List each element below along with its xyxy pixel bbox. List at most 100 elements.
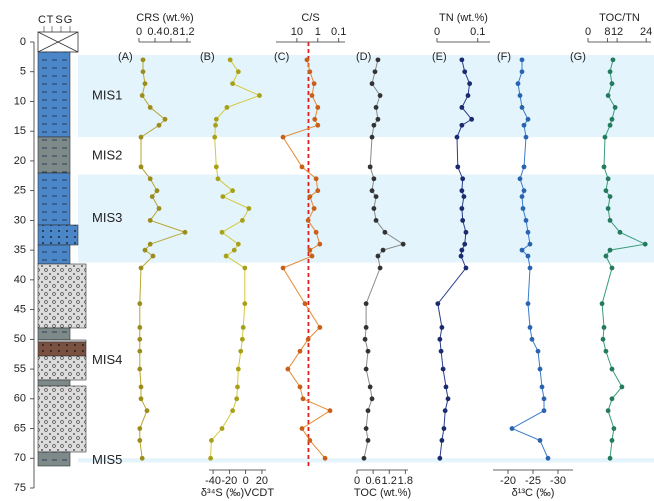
data-point (148, 105, 153, 110)
litho-pattern (38, 173, 70, 225)
data-point (441, 367, 446, 372)
x-tick-label: 0.1 (470, 26, 485, 38)
data-point (459, 57, 464, 62)
data-point (372, 123, 377, 128)
data-point (151, 254, 156, 259)
data-point (155, 188, 160, 193)
data-point (466, 93, 471, 98)
depth-tick-label: 50 (14, 333, 26, 345)
depth-tick-label: 45 (14, 304, 26, 316)
data-point (618, 230, 623, 235)
data-point (137, 367, 142, 372)
x-tick-label: 24 (640, 26, 652, 38)
depth-tick-label: 55 (14, 363, 26, 375)
data-point (281, 266, 286, 271)
data-point (530, 337, 535, 342)
data-point (300, 426, 305, 431)
data-point (610, 81, 615, 86)
data-point (232, 248, 237, 253)
data-point (460, 176, 465, 181)
x-tick-label: 0.1 (331, 26, 346, 38)
data-point (157, 123, 162, 128)
data-point (610, 367, 615, 372)
data-point (139, 385, 144, 390)
data-point (230, 408, 235, 413)
x-tick-label: 0 (354, 475, 360, 487)
data-point (459, 248, 464, 253)
data-point (459, 254, 464, 259)
data-point (459, 123, 464, 128)
litho-pattern (38, 225, 78, 245)
data-point (376, 254, 381, 259)
zone-label: MIS4 (92, 352, 122, 367)
data-point (242, 301, 247, 306)
data-point (315, 105, 320, 110)
data-point (520, 69, 525, 74)
data-point (235, 385, 240, 390)
data-point (526, 254, 531, 259)
data-point (141, 69, 146, 74)
data-point (464, 266, 469, 271)
depth-tick-label: 30 (14, 214, 26, 226)
x-tick-label: 0.6 (365, 475, 380, 487)
zone-label: MIS1 (92, 88, 122, 103)
data-point (524, 135, 529, 140)
data-point (328, 408, 333, 413)
panel-label: (D) (356, 51, 371, 63)
depth-tick-label: 15 (14, 125, 26, 137)
data-point (238, 349, 243, 354)
data-point (601, 337, 606, 342)
data-point (643, 242, 648, 247)
data-point (521, 206, 526, 211)
data-point (520, 194, 525, 199)
data-point (306, 337, 311, 342)
data-point (247, 206, 252, 211)
data-point (608, 69, 613, 74)
data-point (241, 325, 246, 330)
data-point (298, 349, 303, 354)
data-point (145, 408, 150, 413)
depth-tick-label: 25 (14, 185, 26, 197)
depth-tick-label: 60 (14, 393, 26, 405)
data-point (370, 396, 375, 401)
data-point (368, 385, 373, 390)
data-point (281, 135, 286, 140)
data-point (610, 396, 615, 401)
data-point (610, 438, 615, 443)
axis-title: TOC/TN (599, 12, 640, 24)
data-point (157, 206, 162, 211)
data-point (312, 117, 317, 122)
data-point (435, 301, 440, 306)
data-point (437, 337, 442, 342)
data-point (362, 456, 367, 461)
data-point (163, 117, 168, 122)
data-point (459, 188, 464, 193)
data-point (306, 218, 311, 223)
x-tick-label: -20 (500, 475, 516, 487)
data-point (462, 194, 467, 199)
data-point (363, 337, 368, 342)
x-tick-label: 10 (291, 26, 303, 38)
x-tick-label: 1.8 (398, 475, 413, 487)
data-point (540, 385, 545, 390)
data-point (240, 218, 245, 223)
data-point (143, 81, 148, 86)
litho-column-label: G (64, 14, 73, 26)
data-point (602, 164, 607, 169)
data-point (443, 408, 448, 413)
data-point (323, 456, 328, 461)
data-point (148, 176, 153, 181)
data-point (137, 426, 142, 431)
x-tick-label: 1.2 (382, 475, 397, 487)
x-tick-label: 1.2 (179, 26, 194, 38)
data-point (526, 117, 531, 122)
x-tick-label: 0 (434, 26, 440, 38)
data-point (522, 188, 527, 193)
data-point (518, 176, 523, 181)
data-point (364, 325, 369, 330)
data-point (220, 426, 225, 431)
data-point (368, 164, 373, 169)
zone-band (78, 175, 654, 263)
data-point (606, 206, 611, 211)
data-point (439, 325, 444, 330)
